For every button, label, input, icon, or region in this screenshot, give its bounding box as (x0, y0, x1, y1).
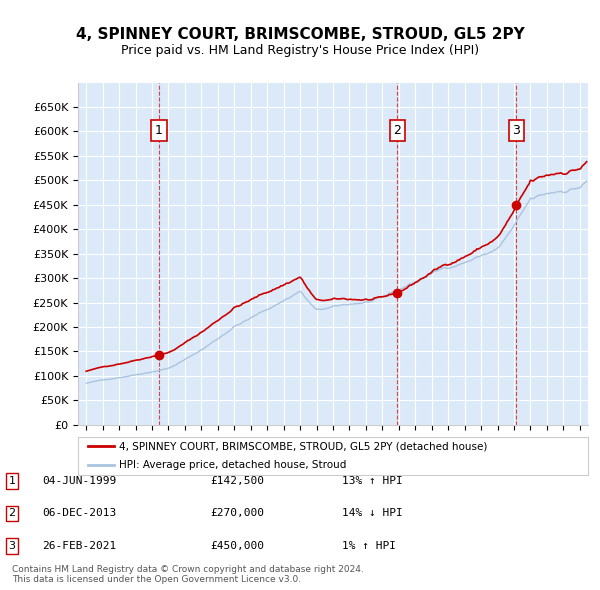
Text: 1: 1 (155, 124, 163, 137)
Text: 4, SPINNEY COURT, BRIMSCOMBE, STROUD, GL5 2PY (detached house): 4, SPINNEY COURT, BRIMSCOMBE, STROUD, GL… (119, 441, 487, 451)
Text: 1: 1 (8, 476, 16, 486)
Text: 4, SPINNEY COURT, BRIMSCOMBE, STROUD, GL5 2PY: 4, SPINNEY COURT, BRIMSCOMBE, STROUD, GL… (76, 27, 524, 41)
Text: 3: 3 (512, 124, 520, 137)
Text: Contains HM Land Registry data © Crown copyright and database right 2024.
This d: Contains HM Land Registry data © Crown c… (12, 565, 364, 584)
Text: 2: 2 (394, 124, 401, 137)
Text: 06-DEC-2013: 06-DEC-2013 (42, 509, 116, 518)
Text: 2: 2 (8, 509, 16, 518)
Text: 04-JUN-1999: 04-JUN-1999 (42, 476, 116, 486)
Text: 13% ↑ HPI: 13% ↑ HPI (342, 476, 403, 486)
Text: Price paid vs. HM Land Registry's House Price Index (HPI): Price paid vs. HM Land Registry's House … (121, 44, 479, 57)
Text: 3: 3 (8, 541, 16, 550)
Text: 14% ↓ HPI: 14% ↓ HPI (342, 509, 403, 518)
Text: £270,000: £270,000 (210, 509, 264, 518)
Text: £450,000: £450,000 (210, 541, 264, 550)
Text: £142,500: £142,500 (210, 476, 264, 486)
Text: 1% ↑ HPI: 1% ↑ HPI (342, 541, 396, 550)
Text: 26-FEB-2021: 26-FEB-2021 (42, 541, 116, 550)
Text: HPI: Average price, detached house, Stroud: HPI: Average price, detached house, Stro… (119, 460, 346, 470)
